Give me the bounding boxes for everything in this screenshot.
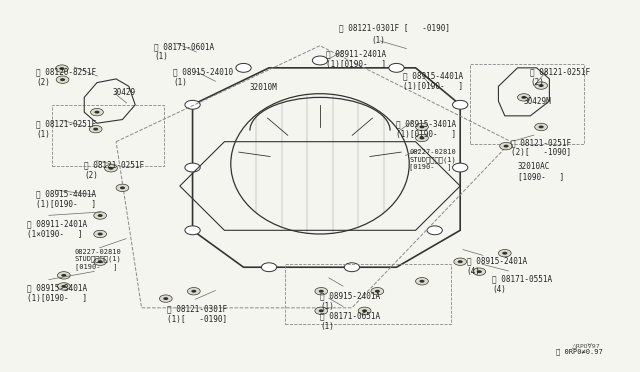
Circle shape — [500, 142, 513, 150]
Circle shape — [98, 214, 102, 217]
Text: 30429M: 30429M — [524, 97, 552, 106]
Circle shape — [458, 260, 463, 263]
Text: ⓜ 08915-2401A
(1): ⓜ 08915-2401A (1) — [320, 291, 380, 311]
Text: ⓜ 08915-24010
(1): ⓜ 08915-24010 (1) — [173, 68, 234, 87]
Circle shape — [454, 258, 467, 265]
Circle shape — [415, 123, 428, 131]
Circle shape — [535, 123, 547, 131]
Circle shape — [319, 290, 324, 293]
Circle shape — [56, 76, 69, 83]
Circle shape — [60, 67, 65, 70]
Circle shape — [427, 226, 442, 235]
Circle shape — [56, 65, 68, 72]
Circle shape — [236, 63, 251, 72]
Circle shape — [58, 283, 70, 290]
Circle shape — [315, 288, 328, 295]
Circle shape — [362, 310, 367, 312]
Text: ⓜ 08915-3401A
(1)[0190-   ]: ⓜ 08915-3401A (1)[0190- ] — [27, 284, 87, 303]
Text: △RP0∀97: △RP0∀97 — [572, 344, 600, 349]
Text: Ⓑ 08121-0301F [   -0190]: Ⓑ 08121-0301F [ -0190] — [339, 23, 450, 32]
Text: Ⓑ 08171-0551A
(4): Ⓑ 08171-0551A (4) — [492, 275, 552, 294]
Circle shape — [61, 285, 67, 288]
Circle shape — [375, 290, 380, 293]
Circle shape — [185, 163, 200, 172]
Circle shape — [95, 111, 100, 113]
Circle shape — [94, 212, 106, 219]
Text: Ⓚ 0RP0≠0.97: Ⓚ 0RP0≠0.97 — [556, 349, 602, 355]
Circle shape — [371, 288, 384, 295]
Text: ⓜ 08915-4401A
(1)[0190-   ]: ⓜ 08915-4401A (1)[0190- ] — [36, 190, 97, 209]
Text: Ⓑ 08121-0251F
(1): Ⓑ 08121-0251F (1) — [36, 119, 97, 139]
Circle shape — [185, 226, 200, 235]
Circle shape — [358, 307, 371, 314]
Circle shape — [60, 78, 65, 81]
Circle shape — [389, 63, 404, 72]
Circle shape — [539, 125, 543, 128]
Circle shape — [499, 250, 511, 257]
Circle shape — [502, 252, 508, 255]
Circle shape — [61, 274, 67, 277]
Text: Ⓑ 08121-0251F
(2): Ⓑ 08121-0251F (2) — [531, 68, 591, 87]
Circle shape — [312, 56, 328, 65]
Circle shape — [185, 100, 200, 109]
Circle shape — [191, 290, 196, 293]
Circle shape — [344, 263, 360, 272]
Text: Ⓝ 08911-2401A
(1×0190-   ]: Ⓝ 08911-2401A (1×0190- ] — [27, 219, 87, 238]
Text: Ⓑ 08171-0651A
(1): Ⓑ 08171-0651A (1) — [320, 311, 380, 331]
Circle shape — [90, 125, 102, 133]
Circle shape — [452, 100, 468, 109]
Circle shape — [58, 272, 70, 279]
Circle shape — [419, 137, 424, 140]
Text: Ⓑ 08171-0601A
(1): Ⓑ 08171-0601A (1) — [154, 42, 214, 61]
Text: Ⓑ 08121-0301F
(1)[   -0190]: Ⓑ 08121-0301F (1)[ -0190] — [167, 304, 227, 324]
Circle shape — [108, 167, 113, 170]
Circle shape — [539, 84, 543, 87]
Text: Ⓝ 08911-2401A
(1)[0190-   ]: Ⓝ 08911-2401A (1)[0190- ] — [326, 49, 387, 69]
Circle shape — [98, 232, 102, 235]
Circle shape — [93, 128, 99, 131]
Circle shape — [163, 297, 168, 300]
Text: ⓜ 08915-4401A
(1)[0190-   ]: ⓜ 08915-4401A (1)[0190- ] — [403, 71, 463, 91]
Text: (1): (1) — [371, 36, 385, 45]
Text: 08227-02810
STUDスタッド(1)
[0190-   ]: 08227-02810 STUDスタッド(1) [0190- ] — [409, 149, 456, 170]
Circle shape — [319, 310, 324, 312]
Circle shape — [419, 280, 424, 283]
Circle shape — [419, 125, 424, 128]
Text: Ⓑ 08121-0251F
(2)[   -1090]: Ⓑ 08121-0251F (2)[ -1090] — [511, 138, 572, 157]
Text: ⓜ 08915-2401A
(4): ⓜ 08915-2401A (4) — [467, 256, 527, 276]
Circle shape — [98, 260, 102, 263]
Circle shape — [188, 288, 200, 295]
Text: ⓜ 08915-3401A
(1)[0190-   ]: ⓜ 08915-3401A (1)[0190- ] — [396, 119, 456, 139]
Text: 32010M: 32010M — [250, 83, 278, 92]
Circle shape — [120, 186, 125, 189]
Circle shape — [504, 145, 509, 148]
Circle shape — [91, 109, 103, 116]
Circle shape — [315, 307, 328, 314]
Text: 32010AC
[1090-   ]: 32010AC [1090- ] — [518, 162, 564, 182]
Circle shape — [94, 230, 106, 238]
Text: 30429: 30429 — [113, 88, 136, 97]
Circle shape — [116, 184, 129, 192]
Circle shape — [535, 82, 547, 89]
Circle shape — [104, 164, 117, 172]
Text: Ⓑ 08121-0251F
(2): Ⓑ 08121-0251F (2) — [84, 160, 145, 180]
Text: 08227-02810
STUDスタッド(1)
[0190-   ]: 08227-02810 STUDスタッド(1) [0190- ] — [75, 249, 122, 270]
Circle shape — [473, 268, 486, 275]
Text: Ⓑ 08120-8251F
(2): Ⓑ 08120-8251F (2) — [36, 68, 97, 87]
Circle shape — [477, 270, 482, 273]
Circle shape — [415, 134, 428, 142]
Circle shape — [522, 96, 527, 99]
Circle shape — [415, 278, 428, 285]
Circle shape — [261, 263, 276, 272]
Circle shape — [452, 163, 468, 172]
Circle shape — [94, 258, 106, 265]
Circle shape — [159, 295, 172, 302]
Circle shape — [518, 94, 531, 101]
